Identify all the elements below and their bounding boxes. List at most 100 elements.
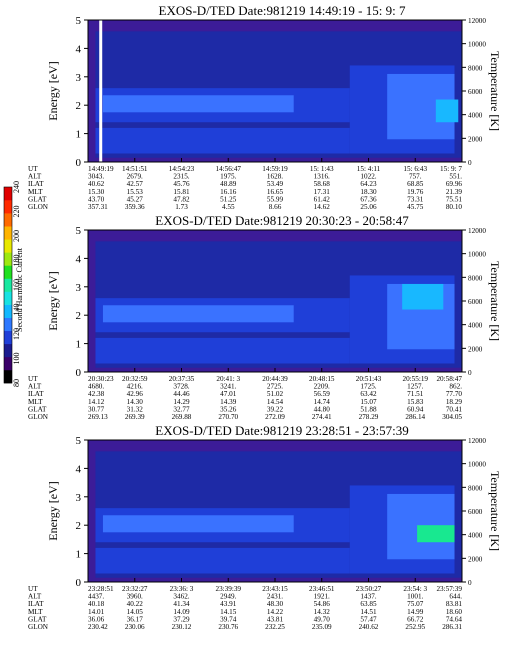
ephemeris-value: 551. xyxy=(449,173,462,181)
ephemeris-value: 58.68 xyxy=(314,180,331,188)
ephemeris-value: 20:51:43 xyxy=(356,375,382,383)
ephemeris-value: 862. xyxy=(449,383,462,391)
spectrogram-band xyxy=(402,283,444,310)
ephemeris-value: 270.70 xyxy=(218,413,238,421)
ephemeris-value: 18.30 xyxy=(360,188,377,196)
ephemeris-value: 14.62 xyxy=(314,203,331,211)
ephemeris-row-label: GLON xyxy=(28,203,49,211)
y-tick-label: 2 xyxy=(76,310,82,322)
ephemeris-value: 55.99 xyxy=(267,195,284,203)
ephemeris-value: 42.38 xyxy=(88,390,105,398)
y2-tick-label: 2000 xyxy=(468,135,483,143)
ephemeris-value: 14:49:19 xyxy=(88,165,114,173)
ephemeris-row-label: ALT xyxy=(28,593,42,601)
ephemeris-value: 43.81 xyxy=(267,615,284,623)
colorbar-tick-label: 240 xyxy=(12,181,21,193)
ephemeris-value: 357.31 xyxy=(88,203,108,211)
ephemeris-value: 20:48:15 xyxy=(309,375,335,383)
ephemeris-value: 30.77 xyxy=(88,405,105,413)
ephemeris-value: 39.22 xyxy=(267,405,284,413)
y2-tick-label: 12000 xyxy=(468,17,486,25)
ephemeris-value: 73.31 xyxy=(407,195,424,203)
y2-tick-label: 8000 xyxy=(468,64,483,72)
y2-tick-label: 6000 xyxy=(468,298,483,306)
ephemeris-value: 269.88 xyxy=(172,413,192,421)
ephemeris-value: 3043. xyxy=(88,173,104,181)
ephemeris-value: 23:32:27 xyxy=(122,585,148,593)
ephemeris-value: 304.05 xyxy=(442,413,462,421)
ephemeris-value: 15.83 xyxy=(407,398,424,406)
ephemeris-value: 37.29 xyxy=(173,615,190,623)
y-tick-label: 5 xyxy=(76,15,82,27)
panel-3: EXOS-D/TED Date:981219 23:28:51 - 23:57:… xyxy=(28,423,502,631)
colorbar-tick-label: 100 xyxy=(12,353,21,365)
ephemeris-value: 54.86 xyxy=(314,600,331,608)
y2-tick-label: 4000 xyxy=(468,112,483,120)
ephemeris-value: 23:50:27 xyxy=(356,585,382,593)
ephemeris-value: 23:54: 3 xyxy=(403,585,427,593)
colorbar-segment xyxy=(4,252,12,266)
ephemeris-value: 14:56:47 xyxy=(215,165,241,173)
ephemeris-value: 70.41 xyxy=(446,405,463,413)
ephemeris-row-label: GLON xyxy=(28,623,49,631)
ephemeris-value: 20:32:59 xyxy=(122,375,148,383)
colorbar-segment xyxy=(4,226,12,240)
ephemeris-row-label: UT xyxy=(28,375,38,383)
ephemeris-value: 63.85 xyxy=(360,600,377,608)
ephemeris-value: 16.16 xyxy=(220,188,237,196)
ephemeris-value: 14.29 xyxy=(173,398,190,406)
ephemeris-value: 42.96 xyxy=(127,390,144,398)
ephemeris-value: 17.31 xyxy=(314,188,331,196)
ephemeris-value: 14.51 xyxy=(360,608,377,616)
y2-tick-label: 0 xyxy=(468,159,472,167)
y-tick-label: 4 xyxy=(76,253,82,265)
y2-axis-label: Temperature [K] xyxy=(488,471,502,551)
ephemeris-value: 1921. xyxy=(314,593,330,601)
panel-2: EXOS-D/TED Date:981219 20:30:23 - 20:58:… xyxy=(28,213,502,421)
ephemeris-value: 15.53 xyxy=(127,188,144,196)
ephemeris-value: 2949. xyxy=(220,593,236,601)
ephemeris-value: 64.23 xyxy=(360,180,377,188)
ephemeris-value: 14:51:51 xyxy=(122,165,148,173)
y-tick-label: 0 xyxy=(76,367,82,379)
ephemeris-value: 23:39:39 xyxy=(215,585,241,593)
spectrogram-band xyxy=(102,515,294,533)
ephemeris-value: 21.39 xyxy=(446,188,463,196)
ephemeris-value: 71.51 xyxy=(407,390,424,398)
ephemeris-value: 14.05 xyxy=(127,608,144,616)
ephemeris-value: 1725. xyxy=(360,383,376,391)
colorbar-segment xyxy=(4,317,12,332)
ephemeris-value: 3241. xyxy=(220,383,236,391)
ephemeris-value: 48.89 xyxy=(220,180,237,188)
ephemeris-value: 15: 6:43 xyxy=(403,165,427,173)
ephemeris-value: 240.62 xyxy=(359,623,379,631)
ephemeris-value: 252.95 xyxy=(405,623,425,631)
ephemeris-value: 3960. xyxy=(127,593,143,601)
ephemeris-row-label: GLAT xyxy=(28,195,47,203)
colorbar-tick-label: 180 xyxy=(12,255,21,267)
panel-1: EXOS-D/TED Date:981219 14:49:19 - 15: 9:… xyxy=(28,3,502,211)
ephemeris-value: 278.29 xyxy=(359,413,379,421)
colorbar-tick-label: 220 xyxy=(12,206,21,218)
ephemeris-value: 272.09 xyxy=(265,413,285,421)
ephemeris-value: 1975. xyxy=(220,173,236,181)
ephemeris-value: 14:59:19 xyxy=(262,165,288,173)
ephemeris-value: 44.80 xyxy=(314,405,331,413)
spectrogram-band xyxy=(102,305,294,323)
ephemeris-row-label: GLON xyxy=(28,413,49,421)
ephemeris-value: 75.51 xyxy=(446,195,463,203)
colorbar-segment xyxy=(4,343,12,358)
y2-tick-label: 8000 xyxy=(468,274,483,282)
ephemeris-value: 14.01 xyxy=(88,608,105,616)
ephemeris-value: 3462. xyxy=(173,593,189,601)
ephemeris-value: 20:55:19 xyxy=(402,375,428,383)
colorbar-frame xyxy=(3,186,13,384)
ephemeris-value: 1628. xyxy=(267,173,283,181)
ephemeris-value: 230.06 xyxy=(125,623,145,631)
ephemeris-value: 47.01 xyxy=(220,390,237,398)
ephemeris-value: 15: 1:43 xyxy=(310,165,334,173)
ephemeris-value: 31.32 xyxy=(127,405,144,413)
y2-tick-label: 0 xyxy=(468,369,472,377)
ephemeris-value: 14.99 xyxy=(407,608,424,616)
ephemeris-value: 45.75 xyxy=(407,203,424,211)
